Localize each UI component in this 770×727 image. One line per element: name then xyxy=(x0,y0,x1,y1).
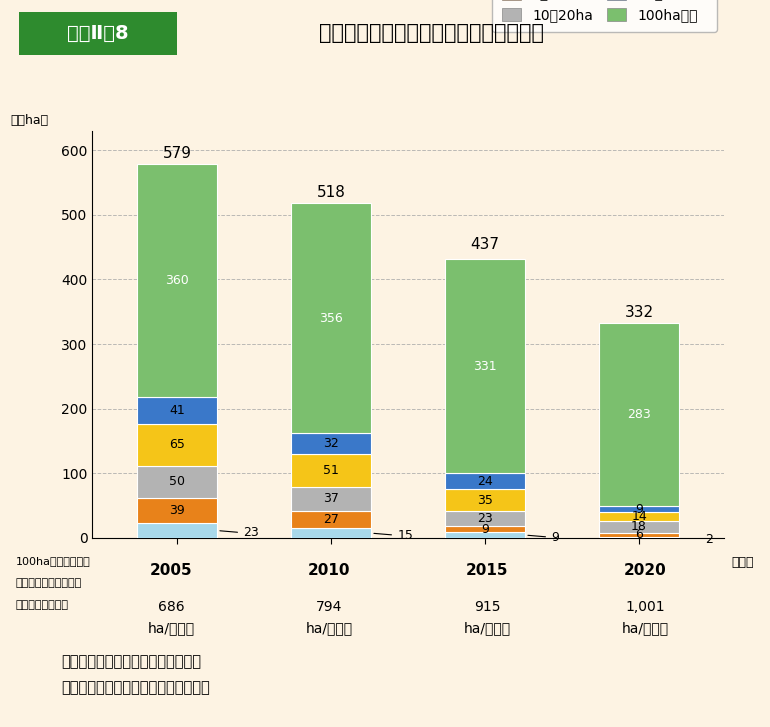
Text: ha/経営体: ha/経営体 xyxy=(464,622,511,635)
Bar xyxy=(137,164,217,397)
Text: 32: 32 xyxy=(323,437,339,450)
Text: 注：計の不一致は四捨五入による。: 注：計の不一致は四捨五入による。 xyxy=(62,654,202,670)
Text: ha/経営体: ha/経営体 xyxy=(306,622,353,635)
Text: 2020: 2020 xyxy=(624,563,666,579)
Bar xyxy=(599,512,679,521)
Bar xyxy=(445,526,525,532)
Bar xyxy=(599,506,679,512)
Text: 35: 35 xyxy=(477,494,493,507)
Text: 686: 686 xyxy=(158,600,185,614)
Bar xyxy=(599,521,679,533)
Bar xyxy=(291,454,371,487)
Bar xyxy=(137,523,217,538)
Text: 9: 9 xyxy=(551,531,559,544)
Text: 100ha以上保有する: 100ha以上保有する xyxy=(15,556,90,566)
Bar xyxy=(137,465,217,498)
Bar xyxy=(599,537,679,538)
Bar xyxy=(445,260,525,473)
Bar xyxy=(291,487,371,511)
Bar xyxy=(291,529,371,538)
Bar xyxy=(137,397,217,424)
Text: 518: 518 xyxy=(316,185,346,200)
Bar xyxy=(445,473,525,489)
Text: （万ha）: （万ha） xyxy=(10,114,49,126)
Text: 15: 15 xyxy=(397,529,413,542)
Text: 2015: 2015 xyxy=(466,563,508,579)
Text: 39: 39 xyxy=(169,504,185,517)
Text: 356: 356 xyxy=(320,312,343,325)
Text: ha/経営体: ha/経営体 xyxy=(148,622,195,635)
Text: 資料Ⅱ－8: 資料Ⅱ－8 xyxy=(67,24,129,43)
Text: 資料：農林水産省「農林業センサス」: 資料：農林水産省「農林業センサス」 xyxy=(62,680,210,695)
Bar xyxy=(291,204,371,433)
Bar xyxy=(599,324,679,506)
Text: 24: 24 xyxy=(477,475,493,488)
Text: １林業経営体当たりの: １林業経営体当たりの xyxy=(15,578,82,588)
Bar xyxy=(291,433,371,454)
Text: 23: 23 xyxy=(243,526,259,539)
Text: 2010: 2010 xyxy=(308,563,350,579)
Text: 579: 579 xyxy=(162,145,192,161)
Bar xyxy=(137,424,217,465)
Text: 林業経営体の規模別の保有山林面積推移: 林業経営体の規模別の保有山林面積推移 xyxy=(319,23,544,44)
Bar xyxy=(445,489,525,512)
Text: 1,001: 1,001 xyxy=(625,600,665,614)
Text: 283: 283 xyxy=(628,409,651,422)
Bar xyxy=(137,498,217,523)
Text: （年）: （年） xyxy=(732,556,754,569)
Bar xyxy=(445,532,525,538)
Text: 50: 50 xyxy=(169,475,185,489)
Text: 23: 23 xyxy=(477,513,493,526)
Text: 794: 794 xyxy=(316,600,343,614)
Text: 41: 41 xyxy=(169,404,185,417)
Text: 2005: 2005 xyxy=(150,563,192,579)
Legend: 5ha 未満, 5～10ha, 10～20ha, 20～50ha, 50～100ha, 100ha以上: 5ha 未満, 5～10ha, 10～20ha, 20～50ha, 50～100… xyxy=(492,0,717,32)
Text: 平均保有山林面積: 平均保有山林面積 xyxy=(15,600,69,610)
Text: 360: 360 xyxy=(166,274,189,287)
Text: 915: 915 xyxy=(474,600,501,614)
Text: 331: 331 xyxy=(474,360,497,373)
Text: 332: 332 xyxy=(624,305,654,320)
Text: 14: 14 xyxy=(631,510,647,523)
Text: 18: 18 xyxy=(631,521,647,534)
Text: ha/経営体: ha/経営体 xyxy=(621,622,668,635)
Bar xyxy=(291,511,371,529)
Text: 27: 27 xyxy=(323,513,339,526)
Bar xyxy=(599,533,679,537)
Text: 65: 65 xyxy=(169,438,185,451)
Bar xyxy=(445,512,525,526)
Text: 6: 6 xyxy=(635,529,643,541)
Text: 9: 9 xyxy=(481,523,489,536)
Text: 2: 2 xyxy=(705,533,713,546)
Text: 37: 37 xyxy=(323,492,339,505)
Text: 437: 437 xyxy=(470,237,500,252)
Text: 51: 51 xyxy=(323,464,339,477)
Text: 9: 9 xyxy=(635,503,643,515)
